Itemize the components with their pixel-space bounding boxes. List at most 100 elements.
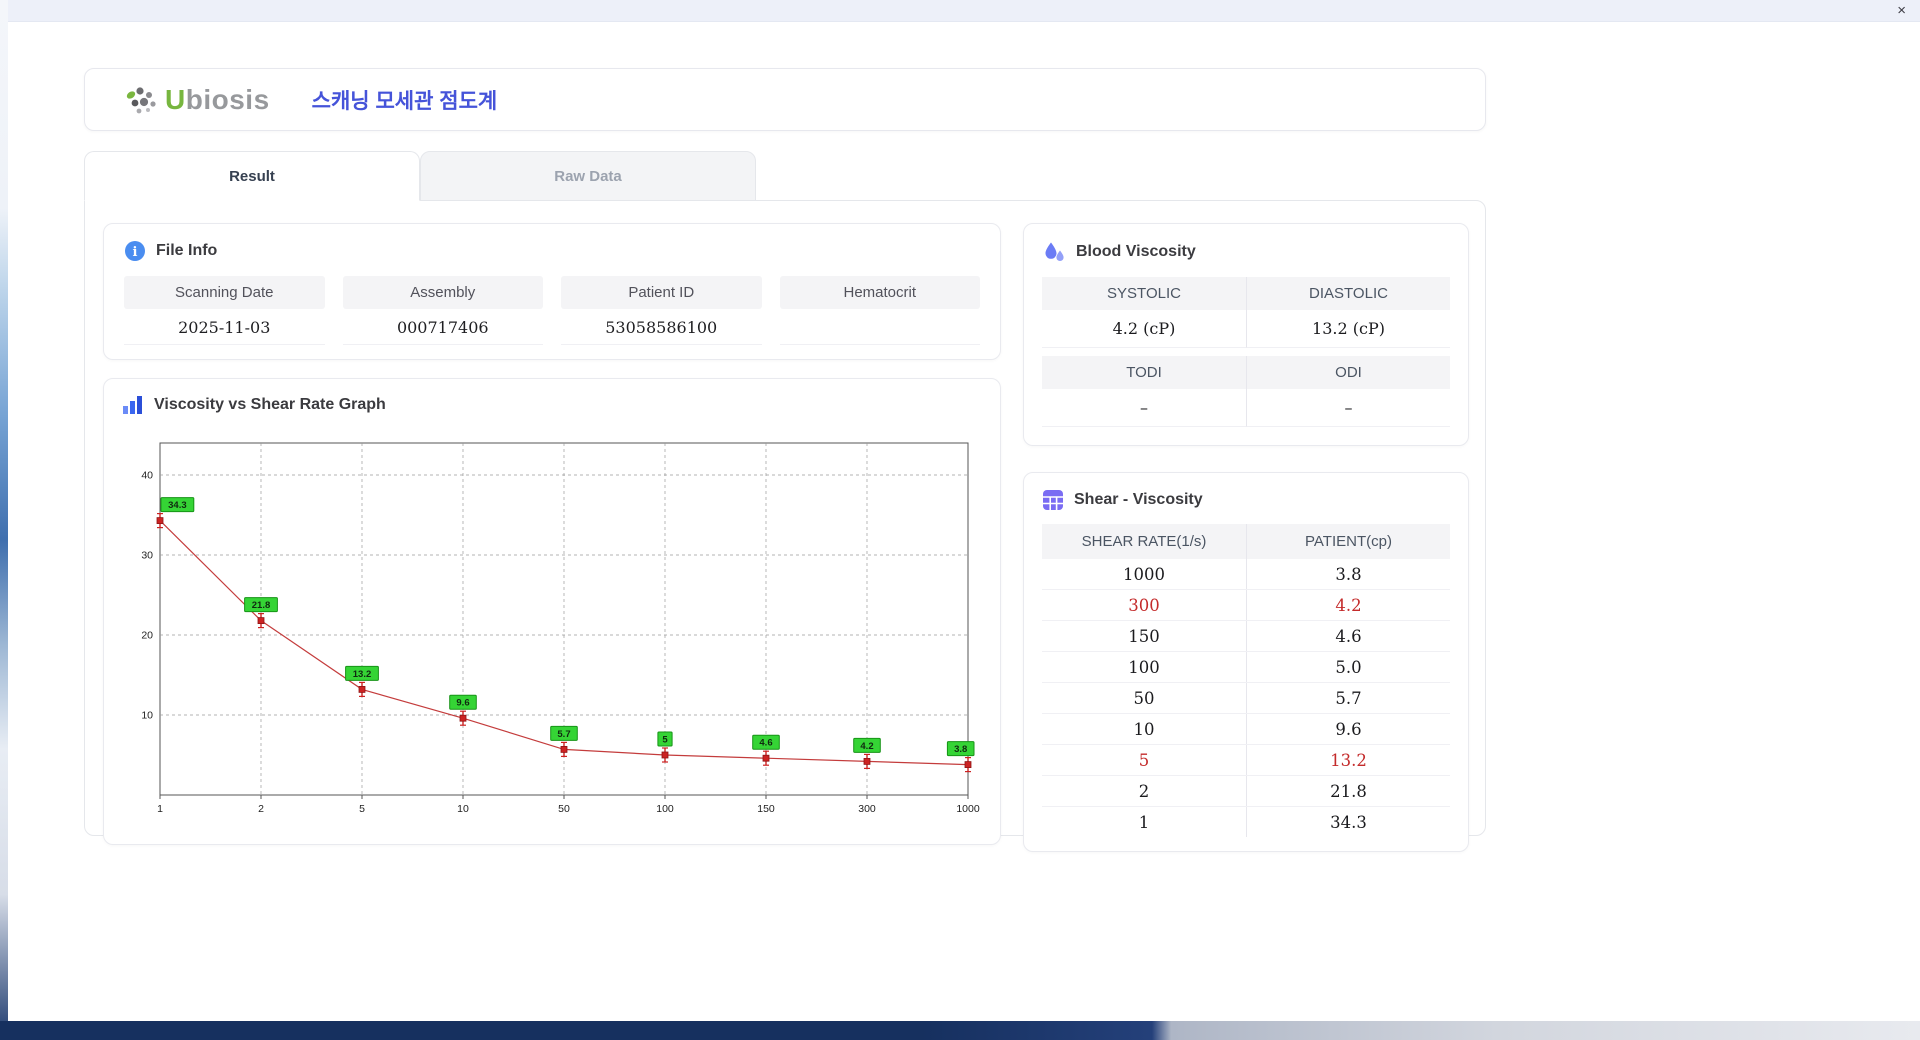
- shear-row: 1000 3.8: [1042, 559, 1450, 590]
- left-column: i File Info Scanning Date 2025-11-03 Assem…: [103, 223, 1001, 845]
- viscosity-chart: 10 20 30 40 1 2 5 10 50 100 150 300 1000 34.3 21.8 13.2…: [141, 442, 980, 815]
- graph-title: Viscosity vs Shear Rate Graph: [122, 395, 982, 415]
- shear-table-header: SHEAR RATE(1/s) PATIENT(cp): [1042, 524, 1450, 559]
- tab-result[interactable]: Result: [84, 151, 420, 201]
- file-field: Assembly 000717406: [342, 276, 543, 345]
- droplets-icon: [1042, 240, 1066, 264]
- bv-value-todi: –: [1042, 389, 1246, 427]
- svg-text:20: 20: [141, 630, 153, 642]
- shear-row: 5 13.2: [1042, 745, 1450, 776]
- svg-text:5: 5: [359, 803, 365, 815]
- ubiosis-logo: Ubiosis: [123, 83, 270, 117]
- shear-rate-cell: 10: [1133, 720, 1155, 739]
- svg-text:i: i: [133, 245, 138, 260]
- svg-text:13.2: 13.2: [353, 669, 372, 680]
- bar-chart-icon: [122, 395, 144, 415]
- file-field-label: Patient ID: [561, 276, 762, 309]
- shear-patient-cell: 4.2: [1246, 590, 1450, 620]
- svg-text:50: 50: [558, 803, 570, 815]
- shear-rate-cell: 1000: [1123, 565, 1165, 584]
- bv-header-todi: TODI: [1042, 356, 1246, 389]
- shear-rate-cell: 5: [1138, 751, 1150, 770]
- file-field: Patient ID 53058586100: [561, 276, 762, 345]
- svg-text:9.6: 9.6: [456, 698, 469, 709]
- bv-value-diastolic: 13.2 (cP): [1246, 310, 1450, 348]
- shear-col-rate: SHEAR RATE(1/s): [1042, 524, 1246, 559]
- window-titlebar: ×: [8, 0, 1920, 22]
- file-info-card: i File Info Scanning Date 2025-11-03 Assem…: [103, 223, 1001, 360]
- blood-viscosity-title-text: Blood Viscosity: [1076, 243, 1196, 260]
- table-icon: [1042, 489, 1064, 511]
- svg-text:4.2: 4.2: [860, 741, 873, 752]
- app-window: × Ubiosis 스캐닝 모: [8, 0, 1920, 1021]
- graph-card: Viscosity vs Shear Rate Graph 10 20 30 40 1 2…: [103, 378, 1001, 845]
- file-field-label: Scanning Date: [124, 276, 325, 309]
- file-field: Scanning Date 2025-11-03: [124, 276, 325, 345]
- bv-header-systolic: SYSTOLIC: [1042, 277, 1246, 310]
- svg-text:2: 2: [258, 803, 264, 815]
- shear-patient-cell: 5.7: [1246, 683, 1450, 713]
- shear-patient-cell: 21.8: [1246, 776, 1450, 806]
- shear-rate-cell: 150: [1128, 627, 1160, 646]
- bv-value-odi: –: [1246, 389, 1450, 427]
- shear-row: 10 9.6: [1042, 714, 1450, 745]
- file-info-fields: Scanning Date 2025-11-03 Assembly 000717406…: [124, 276, 980, 345]
- shear-viscosity-title: Shear - Viscosity: [1042, 489, 1450, 511]
- shear-row: 2 21.8: [1042, 776, 1450, 807]
- shear-table-body: 1000 3.8 300 4.2 150 4.6 100 5.0 50 5.7 10 9.6 5 13.2…: [1042, 559, 1450, 837]
- right-column: Blood Viscosity SYSTOLIC DIASTOLIC 4.2 (…: [1023, 223, 1469, 852]
- shear-viscosity-title-text: Shear - Viscosity: [1074, 491, 1203, 508]
- svg-text:10: 10: [141, 710, 153, 722]
- file-field-value: [779, 309, 980, 345]
- shear-rate-cell: 2: [1138, 782, 1150, 801]
- file-info-title-text: File Info: [156, 242, 218, 259]
- svg-text:30: 30: [141, 550, 153, 562]
- shear-patient-cell: 34.3: [1246, 807, 1450, 837]
- shear-patient-cell: 3.8: [1246, 559, 1450, 589]
- bv-value-systolic: 4.2 (cP): [1042, 310, 1246, 348]
- svg-text:300: 300: [858, 803, 876, 815]
- tab-bar: Result Raw Data: [84, 151, 1920, 201]
- svg-text:1: 1: [157, 803, 163, 815]
- tab-raw-data[interactable]: Raw Data: [420, 151, 756, 201]
- close-icon[interactable]: ×: [1897, 2, 1906, 19]
- file-field: Hematocrit: [779, 276, 980, 345]
- shear-rate-cell: 300: [1128, 596, 1160, 615]
- shear-rate-cell: 100: [1128, 658, 1160, 677]
- svg-text:34.3: 34.3: [168, 500, 187, 511]
- blood-viscosity-title: Blood Viscosity: [1042, 240, 1450, 264]
- file-field-value: 000717406: [342, 309, 543, 345]
- file-field-label: Hematocrit: [779, 276, 980, 309]
- svg-text:40: 40: [141, 470, 153, 482]
- shear-viscosity-card: Shear - Viscosity SHEAR RATE(1/s) PATIEN…: [1023, 472, 1469, 852]
- shear-patient-cell: 5.0: [1246, 652, 1450, 682]
- shear-col-patient: PATIENT(cp): [1246, 524, 1450, 559]
- file-field-value: 53058586100: [561, 309, 762, 345]
- bv-row-gap: [1042, 348, 1450, 356]
- svg-text:4.6: 4.6: [759, 738, 772, 749]
- svg-text:10: 10: [457, 803, 469, 815]
- app-title: 스캐닝 모세관 점도계: [311, 89, 498, 113]
- svg-text:5: 5: [662, 735, 668, 746]
- chart-wrap: 10 20 30 40 1 2 5 10 50 100 150 300 1000 34.3 21.8 13.2…: [122, 429, 982, 830]
- bv-header-odi: ODI: [1246, 356, 1450, 389]
- info-icon: i: [124, 240, 146, 262]
- desktop-bottom-edge: [0, 1021, 1920, 1040]
- logo-dots-icon: [123, 83, 161, 117]
- blood-viscosity-table: SYSTOLIC DIASTOLIC 4.2 (cP) 13.2 (cP) TO…: [1042, 277, 1450, 427]
- svg-text:3.8: 3.8: [954, 744, 967, 755]
- svg-text:150: 150: [757, 803, 775, 815]
- shear-rate-cell: 50: [1133, 689, 1155, 708]
- logo-text: Ubiosis: [165, 83, 270, 115]
- bv-header-diastolic: DIASTOLIC: [1246, 277, 1450, 310]
- svg-text:100: 100: [656, 803, 674, 815]
- blood-viscosity-card: Blood Viscosity SYSTOLIC DIASTOLIC 4.2 (…: [1023, 223, 1469, 446]
- shear-patient-cell: 9.6: [1246, 714, 1450, 744]
- svg-text:5.7: 5.7: [557, 729, 570, 740]
- shear-rate-cell: 1: [1138, 813, 1150, 832]
- shear-row: 50 5.7: [1042, 683, 1450, 714]
- svg-text:21.8: 21.8: [252, 600, 271, 611]
- graph-title-text: Viscosity vs Shear Rate Graph: [154, 396, 386, 413]
- header-card: Ubiosis 스캐닝 모세관 점도계: [84, 68, 1486, 131]
- shear-row: 150 4.6: [1042, 621, 1450, 652]
